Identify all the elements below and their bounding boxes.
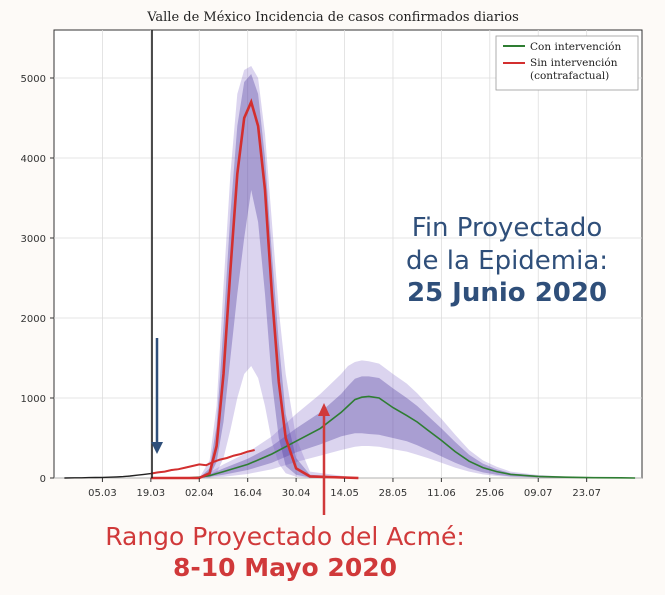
- y-tick-label: 1000: [21, 394, 46, 405]
- band-inner-0: [150, 376, 636, 478]
- projected-peak-line1: Rango Proyectado del Acmé:: [105, 522, 465, 551]
- x-tick-label: 23.07: [572, 488, 601, 499]
- y-ticks: 0 1000 2000 3000 4000 5000: [21, 74, 54, 485]
- projected-end-line1: Fin Proyectado: [411, 213, 603, 243]
- y-tick-label: 0: [40, 474, 46, 485]
- red-arrow: [318, 403, 330, 515]
- y-tick-label: 5000: [21, 74, 46, 85]
- series-lines: [64, 98, 636, 480]
- chart-title: Valle de México Incidencia de casos conf…: [146, 10, 519, 25]
- legend-label-sin-2: (contrafactual): [530, 70, 609, 82]
- x-tick-label: 28.05: [379, 488, 408, 499]
- projected-end-annotation: Fin Proyectado de la Epidemia: 25 Junio …: [377, 212, 637, 310]
- projected-peak-date: 8-10 Mayo 2020: [173, 552, 397, 582]
- x-tick-label: 11.06: [427, 488, 456, 499]
- legend: Con intervención Sin intervención (contr…: [495, 35, 639, 91]
- confidence-bands: [150, 66, 636, 478]
- y-tick-label: 4000: [21, 154, 46, 165]
- blue-arrow: [151, 338, 163, 454]
- projected-peak-annotation: Rango Proyectado del Acmé: 8-10 Mayo 202…: [0, 522, 570, 583]
- band-inner-1: [150, 74, 359, 478]
- band-outer-1: [150, 66, 359, 478]
- x-ticks: 05.03 19.03 02.04 16.04 30.04 14.05 28.05 11.06…: [88, 478, 601, 499]
- projected-end-line2: de la Epidemia:: [405, 245, 609, 276]
- x-tick-label: 02.04: [185, 488, 214, 499]
- x-tick-label: 16.04: [233, 488, 262, 499]
- series-line-1: [150, 98, 359, 480]
- y-tick-label: 3000: [21, 234, 46, 245]
- legend-label-con: Con intervención: [530, 41, 621, 53]
- x-tick-label: 30.04: [282, 488, 311, 499]
- x-tick-label: 09.07: [524, 488, 553, 499]
- x-tick-label: 14.05: [330, 488, 359, 499]
- series-line-0: [150, 395, 636, 479]
- band-outer-0: [150, 360, 636, 478]
- projected-end-date: 25 Junio 2020: [406, 278, 608, 308]
- x-tick-label: 19.03: [137, 488, 166, 499]
- x-tick-label: 25.06: [475, 488, 504, 499]
- y-tick-label: 2000: [21, 314, 46, 325]
- x-tick-label: 05.03: [88, 488, 117, 499]
- observed-red-line: [150, 449, 255, 475]
- legend-label-sin-1: Sin intervención: [530, 57, 618, 69]
